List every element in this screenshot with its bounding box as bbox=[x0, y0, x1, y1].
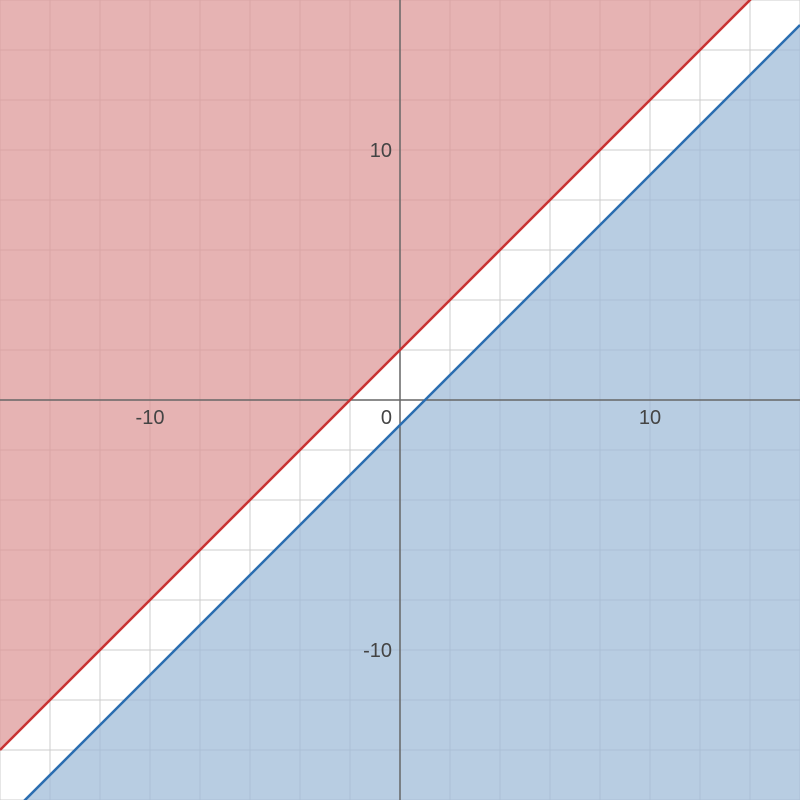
y-tick-label: 10 bbox=[370, 140, 392, 162]
x-tick-label: -10 bbox=[136, 407, 165, 429]
inequality-chart: -10 10 -10 10 0 bbox=[0, 0, 800, 800]
origin-label: 0 bbox=[381, 407, 392, 429]
y-tick-label: -10 bbox=[363, 640, 392, 662]
x-tick-label: 10 bbox=[639, 407, 661, 429]
chart-svg: -10 10 -10 10 0 bbox=[0, 0, 800, 800]
